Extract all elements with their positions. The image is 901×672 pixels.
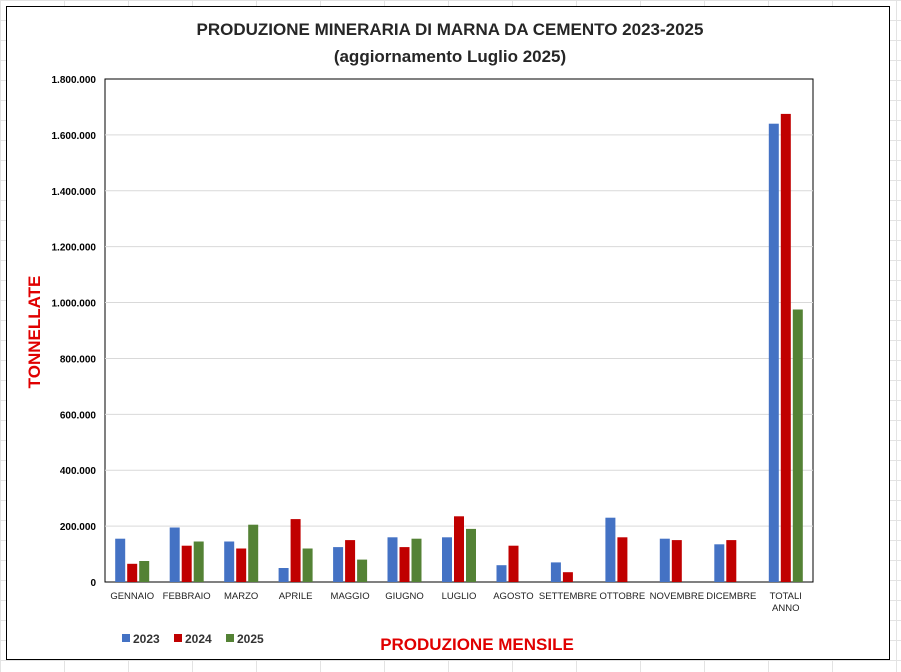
- y-tick-label: 600.000: [60, 410, 97, 421]
- bar: [792, 309, 803, 582]
- bar: [127, 563, 138, 582]
- y-axis-title: TONNELLATE: [25, 276, 44, 389]
- y-tick-label: 400.000: [60, 466, 97, 477]
- bar: [617, 537, 628, 582]
- bar: [193, 541, 204, 582]
- x-tick-label-line: FEBBRAIO: [163, 591, 211, 602]
- legend-swatch: [174, 634, 182, 642]
- bar: [411, 538, 422, 582]
- bar: [139, 561, 150, 582]
- x-tick-label-line: APRILE: [279, 591, 313, 602]
- x-tick-label-line: TOTALI: [770, 591, 802, 602]
- x-tick-label: MARZO: [224, 591, 258, 602]
- legend: 2023 2024 2025: [122, 632, 264, 646]
- legend-swatch: [226, 634, 234, 642]
- x-axis-ticks: GENNAIO FEBBRAIO MARZO APRILE MAGGIO GIUGNO LU…: [110, 591, 802, 614]
- bar: [768, 123, 779, 582]
- x-tick-label: GENNAIO: [110, 591, 154, 602]
- bar: [224, 541, 235, 582]
- bar: [671, 540, 682, 582]
- bar: [236, 548, 247, 582]
- x-tick-label-line: DICEMBRE: [706, 591, 756, 602]
- x-tick-label: APRILE: [279, 591, 313, 602]
- x-tick-label-line: ANNO: [772, 603, 799, 614]
- bar: [278, 568, 289, 582]
- chart-subtitle: (aggiornamento Luglio 2025): [334, 47, 566, 66]
- bar: [387, 537, 398, 582]
- bar: [248, 524, 259, 582]
- y-tick-label: 1.200.000: [52, 243, 97, 254]
- bar: [659, 538, 670, 582]
- bar: [290, 519, 301, 582]
- bar: [302, 548, 313, 582]
- x-tick-label: FEBBRAIO: [163, 591, 211, 602]
- x-tick-label-line: OTTOBRE: [600, 591, 646, 602]
- x-tick-label: SETTEMBRE: [539, 591, 597, 602]
- x-tick-label: NOVEMBRE: [650, 591, 704, 602]
- bar: [333, 547, 344, 582]
- bar: [181, 545, 192, 582]
- bar: [399, 547, 410, 582]
- x-tick-label-line: LUGLIO: [442, 591, 477, 602]
- bar: [496, 565, 507, 582]
- x-tick-label: OTTOBRE: [600, 591, 646, 602]
- bar: [550, 562, 561, 582]
- x-tick-label: AGOSTO: [493, 591, 533, 602]
- y-tick-label: 1.400.000: [52, 187, 97, 198]
- x-tick-label-line: GIUGNO: [385, 591, 424, 602]
- y-tick-label: 200.000: [60, 522, 97, 533]
- y-tick-label: 1.800.000: [52, 75, 97, 86]
- y-tick-label: 1.600.000: [52, 131, 97, 142]
- x-tick-label-line: MARZO: [224, 591, 258, 602]
- x-tick-label-line: MAGGIO: [331, 591, 370, 602]
- chart-title: PRODUZIONE MINERARIA DI MARNA DA CEMENTO…: [197, 20, 704, 39]
- bar: [780, 113, 791, 583]
- bar: [357, 559, 368, 582]
- y-tick-label: 800.000: [60, 354, 97, 365]
- bars: [115, 113, 803, 583]
- gridlines: [105, 134, 813, 527]
- bar: [169, 527, 180, 582]
- legend-label: 2025: [237, 632, 264, 646]
- bar: [442, 537, 452, 582]
- x-axis-title: PRODUZIONE MENSILE: [380, 635, 574, 654]
- x-tick-label-line: SETTEMBRE: [539, 591, 597, 602]
- bar: [466, 528, 476, 582]
- x-tick-label: GIUGNO: [385, 591, 424, 602]
- x-tick-label: TOTALI ANNO: [770, 591, 802, 614]
- x-tick-label: MAGGIO: [331, 591, 370, 602]
- bar: [714, 544, 725, 582]
- bar: [508, 545, 519, 582]
- legend-swatch: [122, 634, 130, 642]
- legend-label: 2024: [185, 632, 212, 646]
- y-tick-label: 0: [90, 578, 96, 589]
- x-tick-label: DICEMBRE: [706, 591, 756, 602]
- bar: [605, 517, 616, 582]
- x-tick-label-line: AGOSTO: [493, 591, 533, 602]
- legend-label: 2023: [133, 632, 160, 646]
- y-axis-ticks: 0 200.000 400.000 600.000 800.000 1.000.000 1.…: [52, 75, 97, 589]
- bar: [454, 516, 464, 582]
- x-tick-label-line: GENNAIO: [110, 591, 154, 602]
- x-tick-label-line: NOVEMBRE: [650, 591, 704, 602]
- bar: [562, 572, 573, 582]
- bar: [726, 540, 737, 582]
- plot-area: [104, 78, 814, 583]
- bar: [345, 540, 356, 582]
- x-tick-label: LUGLIO: [442, 591, 477, 602]
- y-tick-label: 1.000.000: [52, 299, 97, 310]
- bar: [115, 538, 126, 582]
